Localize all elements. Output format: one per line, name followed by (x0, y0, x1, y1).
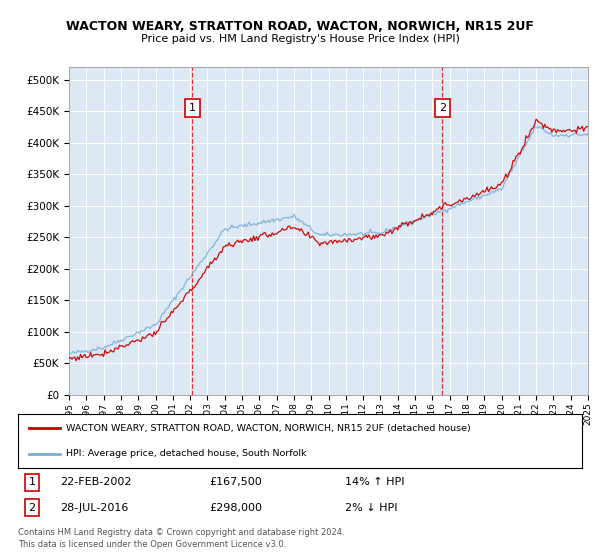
Text: £167,500: £167,500 (210, 477, 263, 487)
Text: 28-JUL-2016: 28-JUL-2016 (60, 502, 128, 512)
Text: 2% ↓ HPI: 2% ↓ HPI (345, 502, 398, 512)
Text: 1: 1 (188, 103, 196, 113)
Text: 14% ↑ HPI: 14% ↑ HPI (345, 477, 404, 487)
Text: Price paid vs. HM Land Registry's House Price Index (HPI): Price paid vs. HM Land Registry's House … (140, 34, 460, 44)
Text: 2: 2 (439, 103, 446, 113)
Text: WACTON WEARY, STRATTON ROAD, WACTON, NORWICH, NR15 2UF: WACTON WEARY, STRATTON ROAD, WACTON, NOR… (66, 20, 534, 32)
Text: HPI: Average price, detached house, South Norfolk: HPI: Average price, detached house, Sout… (66, 449, 307, 458)
Text: This data is licensed under the Open Government Licence v3.0.: This data is licensed under the Open Gov… (18, 540, 286, 549)
Text: 2: 2 (29, 502, 35, 512)
Text: 22-FEB-2002: 22-FEB-2002 (60, 477, 132, 487)
Text: £298,000: £298,000 (210, 502, 263, 512)
Text: WACTON WEARY, STRATTON ROAD, WACTON, NORWICH, NR15 2UF (detached house): WACTON WEARY, STRATTON ROAD, WACTON, NOR… (66, 424, 470, 433)
Text: 1: 1 (29, 477, 35, 487)
Text: Contains HM Land Registry data © Crown copyright and database right 2024.: Contains HM Land Registry data © Crown c… (18, 528, 344, 536)
